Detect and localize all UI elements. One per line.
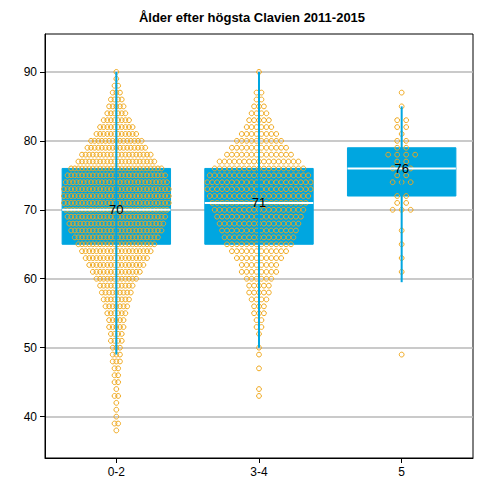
svg-text:5: 5 [398,465,405,479]
svg-text:60: 60 [24,272,38,286]
svg-text:71: 71 [252,195,266,210]
svg-text:Ålder efter högsta Clavien 201: Ålder efter högsta Clavien 2011-2015 [139,10,365,25]
svg-text:80: 80 [24,134,38,148]
svg-text:3-4: 3-4 [250,465,268,479]
svg-text:70: 70 [24,203,38,217]
svg-text:40: 40 [24,410,38,424]
svg-text:90: 90 [24,65,38,79]
svg-text:70: 70 [109,202,123,217]
svg-text:50: 50 [24,341,38,355]
svg-text:76: 76 [394,161,408,176]
svg-text:0-2: 0-2 [108,465,126,479]
